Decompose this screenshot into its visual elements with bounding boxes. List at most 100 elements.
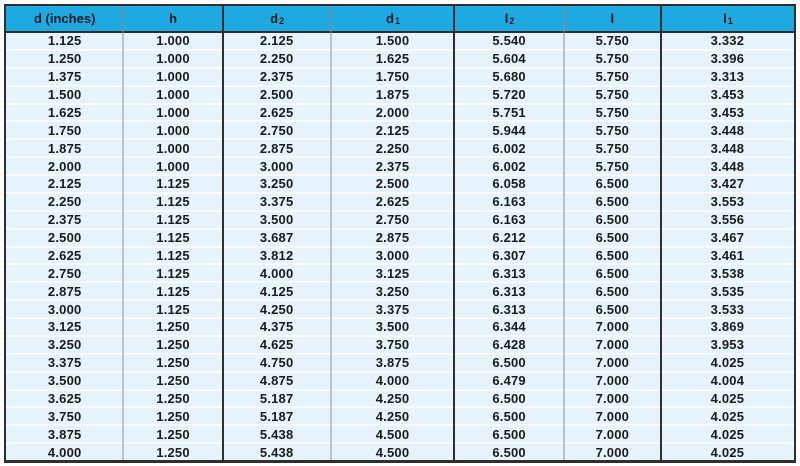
header-subscript: 2 xyxy=(509,16,515,26)
cell-d2: 4.125 xyxy=(259,283,294,299)
cell-h: 1.125 xyxy=(156,301,190,317)
column-header-d: d (inches) xyxy=(6,6,123,31)
table-row: 3.125 1.250 4.375 3.500 6.344 7.000 3.869 xyxy=(6,319,794,337)
header-subscript: 1 xyxy=(394,16,400,26)
cell-l1: 3.396 xyxy=(710,51,745,67)
cell-l2: 5.604 xyxy=(492,51,526,67)
cell-d2: 2.750 xyxy=(259,122,294,138)
cell-d2: 3.250 xyxy=(259,176,294,192)
cell-l: 7.000 xyxy=(595,373,630,389)
table-row: 2.625 1.125 3.812 3.000 6.307 6.500 3.461 xyxy=(6,247,794,266)
cell-d2: 4.875 xyxy=(259,373,294,389)
cell-l1: 3.427 xyxy=(710,176,745,192)
cell-l1: 3.453 xyxy=(710,87,745,103)
cell-l: 7.000 xyxy=(595,355,630,371)
cell-l2: 5.944 xyxy=(492,122,526,138)
cell-l2: 6.313 xyxy=(492,301,526,317)
cell-l: 6.500 xyxy=(595,212,630,228)
cell-l1: 3.533 xyxy=(710,301,745,317)
cell-l1: 4.004 xyxy=(710,373,745,389)
table-row: 3.875 1.250 5.438 4.500 6.500 7.000 4.025 xyxy=(6,426,794,445)
table-row: 3.250 1.250 4.625 3.750 6.428 7.000 3.953 xyxy=(6,336,794,355)
cell-l: 7.000 xyxy=(595,426,630,442)
cell-d2: 4.000 xyxy=(259,265,294,281)
cell-d: 4.000 xyxy=(47,444,82,460)
cell-d1: 2.250 xyxy=(375,140,410,156)
cell-l2: 6.500 xyxy=(492,444,526,460)
table-row: 2.375 1.125 3.500 2.750 6.163 6.500 3.556 xyxy=(6,211,794,230)
cell-l: 5.750 xyxy=(595,140,630,156)
cell-l1: 3.467 xyxy=(710,230,745,246)
cell-d: 2.750 xyxy=(47,265,82,281)
table-row: 3.625 1.250 5.187 4.250 6.500 7.000 4.025 xyxy=(6,390,794,409)
cell-l2: 5.680 xyxy=(492,69,526,85)
cell-l2: 6.058 xyxy=(492,176,526,192)
cell-l1: 3.448 xyxy=(710,122,745,138)
cell-h: 1.125 xyxy=(156,265,190,281)
cell-l: 5.750 xyxy=(595,158,630,174)
column-divider-light xyxy=(122,6,124,460)
cell-d1: 4.250 xyxy=(375,408,410,424)
cell-d1: 4.000 xyxy=(375,373,410,389)
cell-l1: 3.538 xyxy=(710,265,745,281)
column-header-l: l xyxy=(564,6,661,31)
cell-l2: 5.720 xyxy=(492,87,526,103)
table-row: 2.000 1.000 3.000 2.375 6.002 5.750 3.448 xyxy=(6,158,794,176)
cell-l: 7.000 xyxy=(595,337,630,353)
cell-l: 5.750 xyxy=(595,87,630,103)
table-row: 3.375 1.250 4.750 3.875 6.500 7.000 4.025 xyxy=(6,354,794,373)
header-label: d xyxy=(270,11,279,26)
cell-d: 3.875 xyxy=(47,426,82,442)
cell-l1: 3.448 xyxy=(710,158,745,174)
cell-d2: 3.375 xyxy=(259,194,294,210)
cell-d: 3.000 xyxy=(47,301,82,317)
cell-d1: 3.125 xyxy=(375,265,410,281)
cell-d1: 3.875 xyxy=(375,355,410,371)
header-label: l xyxy=(723,11,727,26)
cell-d: 3.250 xyxy=(47,337,82,353)
table-row: 4.000 1.250 5.438 4.500 6.500 7.000 4.025 xyxy=(6,444,794,460)
cell-d2: 3.500 xyxy=(259,212,294,228)
cell-d2: 5.438 xyxy=(259,444,294,460)
cell-h: 1.125 xyxy=(156,283,190,299)
cell-h: 1.125 xyxy=(156,230,190,246)
cell-d2: 5.438 xyxy=(259,426,294,442)
table-row: 2.500 1.125 3.687 2.875 6.212 6.500 3.467 xyxy=(6,229,794,248)
cell-d1: 3.500 xyxy=(375,319,410,335)
cell-d: 3.500 xyxy=(47,373,82,389)
cell-d1: 3.000 xyxy=(375,247,410,263)
cell-l1: 4.025 xyxy=(710,355,745,371)
cell-d: 3.375 xyxy=(47,355,82,371)
cell-l2: 6.307 xyxy=(492,247,526,263)
cell-h: 1.000 xyxy=(156,140,190,156)
cell-l1: 3.535 xyxy=(710,283,745,299)
cell-d: 2.625 xyxy=(47,247,82,263)
cell-d2: 3.000 xyxy=(259,158,294,174)
cell-l2: 6.163 xyxy=(492,194,526,210)
cell-h: 1.000 xyxy=(156,158,190,174)
column-header-h: h xyxy=(123,6,222,31)
cell-h: 1.250 xyxy=(156,373,190,389)
cell-d2: 3.812 xyxy=(259,247,294,263)
cell-d2: 4.375 xyxy=(259,319,294,335)
cell-d: 2.500 xyxy=(47,230,82,246)
column-divider-light xyxy=(563,6,565,460)
cell-h: 1.000 xyxy=(156,87,190,103)
cell-d1: 4.500 xyxy=(375,426,410,442)
cell-l2: 6.002 xyxy=(492,140,526,156)
cell-h: 1.125 xyxy=(156,194,190,210)
cell-l: 6.500 xyxy=(595,247,630,263)
cell-d: 3.750 xyxy=(47,408,82,424)
cell-d: 2.250 xyxy=(47,194,82,210)
cell-d1: 2.750 xyxy=(375,212,410,228)
cell-d: 2.125 xyxy=(47,176,82,192)
cell-d2: 5.187 xyxy=(259,408,294,424)
header-subscript: 2 xyxy=(279,16,285,26)
cell-l1: 3.556 xyxy=(710,212,745,228)
column-divider-dark xyxy=(659,6,662,460)
cell-l: 6.500 xyxy=(595,230,630,246)
cell-h: 1.250 xyxy=(156,444,190,460)
cell-l1: 3.332 xyxy=(710,33,745,49)
